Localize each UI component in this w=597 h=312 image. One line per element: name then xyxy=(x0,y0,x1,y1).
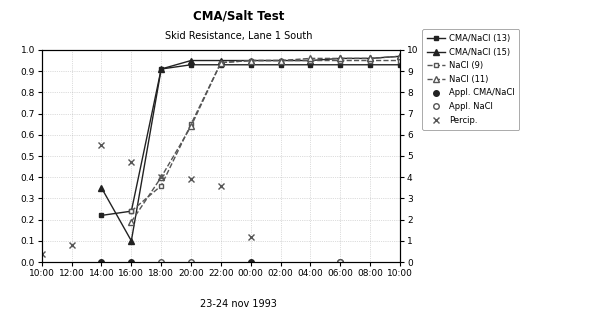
Percip. xyxy=(247,235,254,238)
Legend: CMA/NaCl (13), CMA/NaCl (15), NaCl (9), NaCl (11), Appl. CMA/NaCl, Appl. NaCl, P: CMA/NaCl (13), CMA/NaCl (15), NaCl (9), … xyxy=(422,29,519,129)
NaCl (9) xyxy=(158,184,165,188)
Line: Percip.: Percip. xyxy=(39,143,254,256)
Line: CMA/NaCl (13): CMA/NaCl (13) xyxy=(99,62,402,218)
Text: CMA/Salt Test: CMA/Salt Test xyxy=(193,9,285,22)
CMA/NaCl (15) xyxy=(396,54,404,58)
NaCl (9) xyxy=(128,209,135,213)
NaCl (9) xyxy=(337,59,344,62)
Text: 23-24 nov 1993: 23-24 nov 1993 xyxy=(201,299,277,309)
CMA/NaCl (13) xyxy=(128,209,135,213)
NaCl (11) xyxy=(247,59,254,62)
CMA/NaCl (15) xyxy=(247,59,254,62)
NaCl (11) xyxy=(187,124,195,128)
CMA/NaCl (15) xyxy=(307,59,314,62)
Percip. xyxy=(217,184,224,188)
NaCl (11) xyxy=(158,175,165,179)
CMA/NaCl (13) xyxy=(98,213,105,217)
Text: Skid Resistance, Lane 1 South: Skid Resistance, Lane 1 South xyxy=(165,31,313,41)
Line: Appl. NaCl: Appl. NaCl xyxy=(158,259,343,265)
NaCl (11) xyxy=(307,56,314,60)
NaCl (9) xyxy=(307,59,314,62)
CMA/NaCl (13) xyxy=(217,63,224,67)
CMA/NaCl (15) xyxy=(217,59,224,62)
NaCl (9) xyxy=(396,59,404,62)
Line: NaCl (9): NaCl (9) xyxy=(129,58,402,214)
Percip. xyxy=(158,175,165,179)
CMA/NaCl (13) xyxy=(277,63,284,67)
CMA/NaCl (15) xyxy=(98,186,105,190)
CMA/NaCl (13) xyxy=(158,67,165,71)
NaCl (9) xyxy=(247,59,254,62)
Line: NaCl (11): NaCl (11) xyxy=(128,53,403,225)
Appl. CMA/NaCl xyxy=(337,260,344,264)
Percip. xyxy=(98,144,105,147)
Percip. xyxy=(38,252,45,256)
NaCl (9) xyxy=(187,122,195,126)
Line: CMA/NaCl (15): CMA/NaCl (15) xyxy=(99,53,403,244)
CMA/NaCl (13) xyxy=(337,63,344,67)
NaCl (11) xyxy=(396,54,404,58)
CMA/NaCl (15) xyxy=(128,239,135,243)
NaCl (11) xyxy=(277,59,284,62)
Percip. xyxy=(68,243,75,247)
CMA/NaCl (13) xyxy=(307,63,314,67)
Appl. NaCl xyxy=(187,260,195,264)
NaCl (11) xyxy=(337,56,344,60)
CMA/NaCl (13) xyxy=(367,63,374,67)
CMA/NaCl (15) xyxy=(187,59,195,62)
CMA/NaCl (15) xyxy=(277,59,284,62)
Appl. CMA/NaCl xyxy=(128,260,135,264)
CMA/NaCl (13) xyxy=(396,63,404,67)
Appl. CMA/NaCl xyxy=(98,260,105,264)
Appl. NaCl xyxy=(337,260,344,264)
NaCl (9) xyxy=(367,59,374,62)
CMA/NaCl (15) xyxy=(367,56,374,60)
NaCl (9) xyxy=(277,59,284,62)
Appl. NaCl xyxy=(158,260,165,264)
Percip. xyxy=(187,178,195,181)
CMA/NaCl (15) xyxy=(337,56,344,60)
NaCl (11) xyxy=(367,56,374,60)
Percip. xyxy=(128,160,135,164)
Appl. CMA/NaCl xyxy=(247,260,254,264)
CMA/NaCl (15) xyxy=(158,67,165,71)
CMA/NaCl (13) xyxy=(247,63,254,67)
CMA/NaCl (13) xyxy=(187,63,195,67)
NaCl (11) xyxy=(217,61,224,65)
Line: Appl. CMA/NaCl: Appl. CMA/NaCl xyxy=(99,259,343,265)
NaCl (9) xyxy=(217,61,224,65)
NaCl (11) xyxy=(128,220,135,224)
